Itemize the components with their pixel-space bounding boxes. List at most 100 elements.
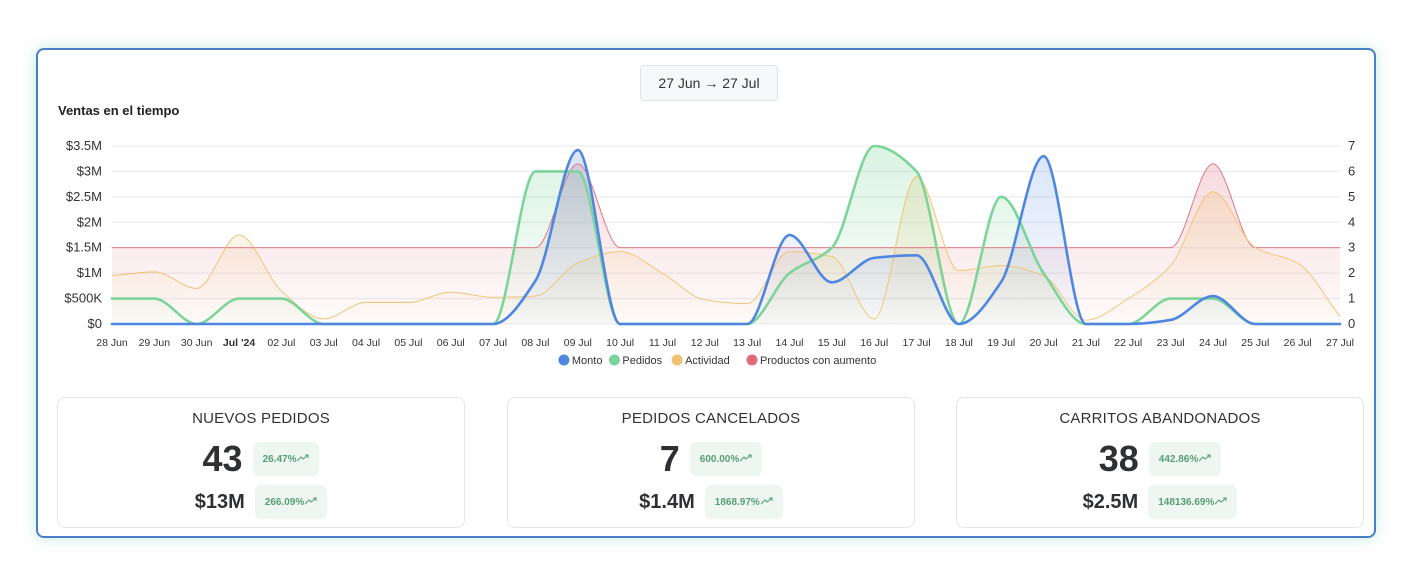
y-right-tick-label: 1	[1348, 291, 1355, 306]
x-tick-label: 21 Jul	[1072, 337, 1100, 349]
series-line-monto	[110, 148, 1342, 326]
legend-item-pedidos[interactable]: Pedidos	[608, 354, 663, 368]
trending-up-icon	[304, 496, 317, 508]
legend-item-monto[interactable]: Monto	[558, 354, 603, 368]
x-tick-label: 12 Jul	[691, 337, 719, 349]
x-tick-label: 17 Jul	[903, 337, 931, 349]
x-tick-label: 19 Jul	[987, 337, 1015, 349]
trending-up-icon	[1198, 453, 1211, 465]
date-range-button[interactable]: 27 Jun → 27 Jul	[640, 65, 778, 101]
trending-up-icon	[296, 453, 310, 465]
change-value: 442.86%	[1158, 453, 1199, 465]
x-tick-label: Jul '24	[223, 337, 255, 349]
x-tick-label: 14 Jul	[776, 337, 804, 349]
x-tick-label: 13 Jul	[733, 337, 761, 349]
x-tick-label: 04 Jul	[352, 337, 380, 349]
x-tick-label: 18 Jul	[945, 337, 973, 349]
x-tick-label: 03 Jul	[310, 337, 338, 349]
chart-areas	[112, 146, 1340, 324]
legend-item-actividad[interactable]: Actividad	[671, 354, 730, 368]
amount-change-badge: 266.09%	[254, 485, 328, 519]
y-right-tick-label: 4	[1348, 214, 1355, 229]
trending-up-icon	[760, 496, 773, 508]
x-tick-label: 07 Jul	[479, 337, 507, 349]
series-area-monto	[112, 150, 1340, 324]
x-tick-label: 20 Jul	[1030, 337, 1058, 349]
legend-label: Monto	[572, 355, 603, 367]
trending-up-icon	[1214, 496, 1227, 508]
stat-amount: $13M	[194, 490, 245, 513]
series-line-actividad	[111, 176, 1341, 321]
stat-title: CARRITOS ABANDONADOS	[1059, 410, 1261, 427]
x-tick-label: 26 Jul	[1284, 337, 1312, 349]
y-left-tick-label: $1M	[77, 265, 102, 280]
change-value: 148136.69%	[1158, 496, 1215, 508]
stat-count: 38	[1098, 438, 1139, 479]
sales-card: 27 Jun → 27 Jul Ventas en el tiempo $	[36, 48, 1376, 538]
y-left-tick-label: $0	[88, 316, 102, 331]
legend-label: Actividad	[685, 355, 730, 367]
x-tick-label: 15 Jul	[818, 337, 846, 349]
chart-lines	[110, 144, 1342, 326]
stat-card-abandoned-carts: CARRITOS ABANDONADOS 38 442.86% $2.5M 14…	[956, 397, 1364, 528]
legend-swatch	[558, 354, 570, 366]
legend-swatch	[608, 354, 620, 366]
sales-chart: $0 $500K $1M $1.5M $2M $2.5M $3M $3.5M 0 1 2 3 4 5 6 7…	[64, 138, 1355, 368]
legend-label: Pedidos	[622, 355, 662, 367]
x-tick-label: 29 Jun	[139, 337, 171, 349]
x-tick-label: 11 Jul	[649, 337, 676, 349]
x-tick-label: 22 Jul	[1114, 337, 1142, 349]
y-left-tick-label: $2M	[77, 214, 102, 229]
x-tick-label: 25 Jul	[1241, 337, 1269, 349]
y-right-tick-label: 3	[1348, 240, 1355, 255]
x-tick-label: 23 Jul	[1157, 337, 1185, 349]
x-tick-label: 02 Jul	[267, 337, 295, 349]
stat-count: 7	[659, 438, 680, 479]
y-right-tick-label: 6	[1348, 163, 1355, 178]
stat-amount: $2.5M	[1082, 490, 1139, 513]
series-line-productos-con-aumento	[111, 163, 1341, 249]
y-right-tick-label: 5	[1348, 189, 1355, 204]
x-tick-label: 06 Jul	[437, 337, 465, 349]
x-tick-label: 05 Jul	[394, 337, 422, 349]
chart-legend[interactable]: Monto Pedidos Actividad Productos con aumen…	[558, 354, 877, 368]
legend-swatch	[671, 354, 683, 366]
change-value: 600.00%	[699, 453, 740, 465]
y-left-tick-label: $3.5M	[66, 138, 102, 153]
trending-up-icon	[739, 453, 752, 465]
legend-swatch	[746, 354, 758, 366]
x-tick-label: 28 Jun	[96, 337, 128, 349]
chart-title: Ventas en el tiempo	[58, 103, 180, 118]
x-tick-label: 08 Jul	[521, 337, 549, 349]
count-change-badge: 600.00%	[689, 442, 763, 476]
x-tick-label: 30 Jun	[181, 337, 213, 349]
y-right-tick-label: 0	[1348, 316, 1355, 331]
y-right-tick-label: 2	[1348, 265, 1355, 280]
stat-title: NUEVOS PEDIDOS	[192, 410, 330, 427]
y-axis-right: 0 1 2 3 4 5 6 7	[1348, 138, 1355, 331]
y-left-tick-label: $500K	[64, 291, 102, 306]
stat-amount: $1.4M	[639, 490, 695, 513]
y-right-tick-label: 7	[1348, 138, 1355, 153]
change-value: 26.47%	[262, 453, 297, 465]
y-axis-left: $0 $500K $1M $1.5M $2M $2.5M $3M $3.5M	[64, 138, 102, 331]
y-left-tick-label: $2.5M	[66, 189, 102, 204]
amount-change-badge: 1868.97%	[704, 485, 783, 519]
count-change-badge: 26.47%	[252, 442, 320, 476]
stat-count: 43	[202, 438, 243, 479]
x-axis: 28 Jun 29 Jun 30 Jun Jul '24 02 Jul 03 Jul 04 …	[96, 337, 1354, 349]
y-left-tick-label: $1.5M	[66, 240, 102, 255]
amount-change-badge: 148136.69%	[1148, 485, 1238, 519]
legend-item-productos-con-aumento[interactable]: Productos con aumento	[746, 354, 877, 368]
change-value: 1868.97%	[714, 496, 760, 508]
stat-title: PEDIDOS CANCELADOS	[621, 410, 801, 427]
count-change-badge: 442.86%	[1148, 442, 1222, 476]
y-left-tick-label: $3M	[77, 163, 102, 178]
stat-card-cancelled-orders: PEDIDOS CANCELADOS 7 600.00% $1.4M 1868.…	[507, 397, 915, 528]
x-tick-label: 24 Jul	[1199, 337, 1227, 349]
x-tick-label: 27 Jul	[1326, 337, 1354, 349]
stat-card-new-orders: NUEVOS PEDIDOS 43 26.47% $13M 266.09%	[57, 397, 465, 528]
legend-label: Productos con aumento	[760, 355, 876, 367]
x-tick-label: 16 Jul	[860, 337, 888, 349]
change-value: 266.09%	[264, 496, 305, 508]
